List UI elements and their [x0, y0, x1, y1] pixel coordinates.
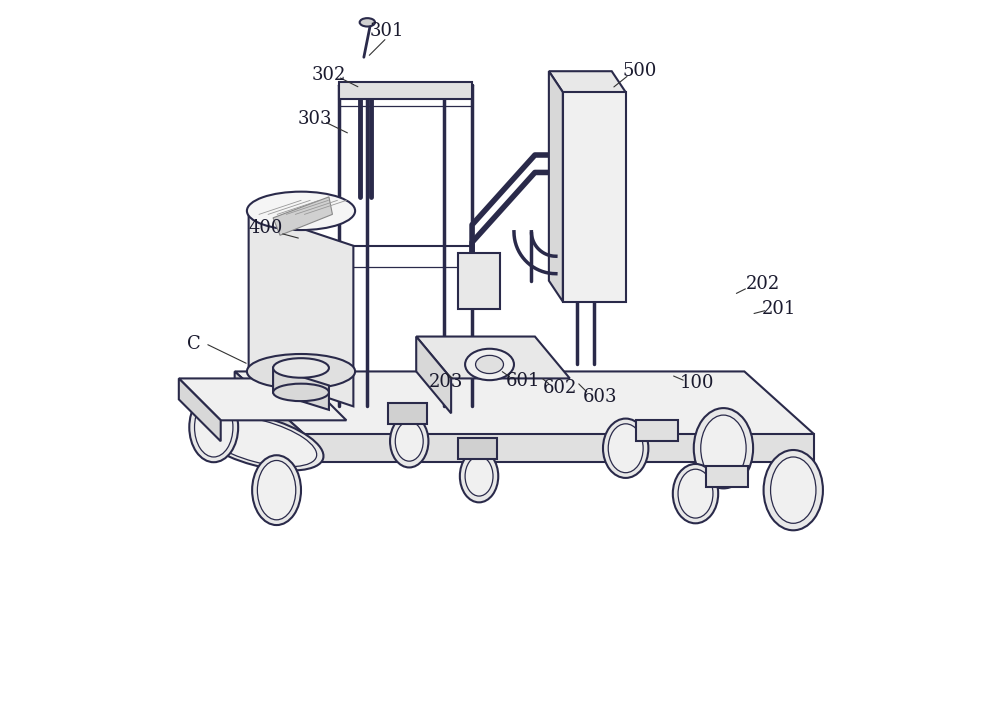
Ellipse shape	[460, 450, 498, 503]
Polygon shape	[273, 197, 332, 236]
Polygon shape	[235, 372, 304, 462]
Ellipse shape	[273, 358, 329, 378]
FancyBboxPatch shape	[339, 82, 472, 99]
Ellipse shape	[202, 416, 317, 467]
Ellipse shape	[360, 18, 375, 27]
Ellipse shape	[195, 397, 233, 457]
Ellipse shape	[257, 461, 296, 520]
Ellipse shape	[465, 349, 514, 380]
Ellipse shape	[476, 355, 503, 374]
FancyBboxPatch shape	[636, 421, 678, 441]
Ellipse shape	[247, 354, 355, 389]
Ellipse shape	[608, 424, 643, 472]
Text: C: C	[187, 334, 201, 353]
Ellipse shape	[195, 412, 323, 470]
Text: 302: 302	[312, 66, 346, 83]
Polygon shape	[249, 211, 353, 407]
Polygon shape	[304, 435, 814, 462]
Text: 603: 603	[583, 388, 617, 407]
Polygon shape	[235, 372, 814, 435]
Polygon shape	[549, 72, 563, 301]
Ellipse shape	[465, 456, 493, 496]
FancyBboxPatch shape	[458, 438, 497, 458]
Text: 601: 601	[506, 372, 540, 390]
Ellipse shape	[247, 191, 355, 230]
Ellipse shape	[395, 421, 423, 461]
Text: 303: 303	[298, 109, 332, 128]
Polygon shape	[273, 368, 329, 410]
Polygon shape	[179, 379, 221, 441]
Ellipse shape	[273, 383, 329, 401]
Ellipse shape	[678, 469, 713, 518]
Text: 400: 400	[249, 219, 283, 238]
Text: 202: 202	[746, 275, 780, 293]
Ellipse shape	[189, 393, 238, 462]
Text: 100: 100	[680, 374, 714, 393]
Polygon shape	[179, 379, 346, 421]
Text: 201: 201	[762, 299, 796, 318]
FancyBboxPatch shape	[706, 465, 748, 486]
FancyBboxPatch shape	[458, 253, 500, 308]
FancyBboxPatch shape	[388, 403, 427, 424]
Polygon shape	[416, 336, 570, 379]
Polygon shape	[416, 336, 451, 414]
Polygon shape	[549, 72, 626, 92]
Ellipse shape	[764, 450, 823, 530]
Text: 203: 203	[428, 373, 463, 391]
Text: 301: 301	[370, 22, 404, 40]
Ellipse shape	[771, 457, 816, 524]
Ellipse shape	[603, 418, 648, 478]
Ellipse shape	[252, 455, 301, 525]
Ellipse shape	[701, 415, 746, 482]
Ellipse shape	[673, 464, 718, 524]
Polygon shape	[563, 92, 626, 301]
Ellipse shape	[390, 415, 428, 468]
Text: 602: 602	[543, 379, 577, 397]
Ellipse shape	[694, 408, 753, 489]
Text: 500: 500	[622, 62, 657, 80]
